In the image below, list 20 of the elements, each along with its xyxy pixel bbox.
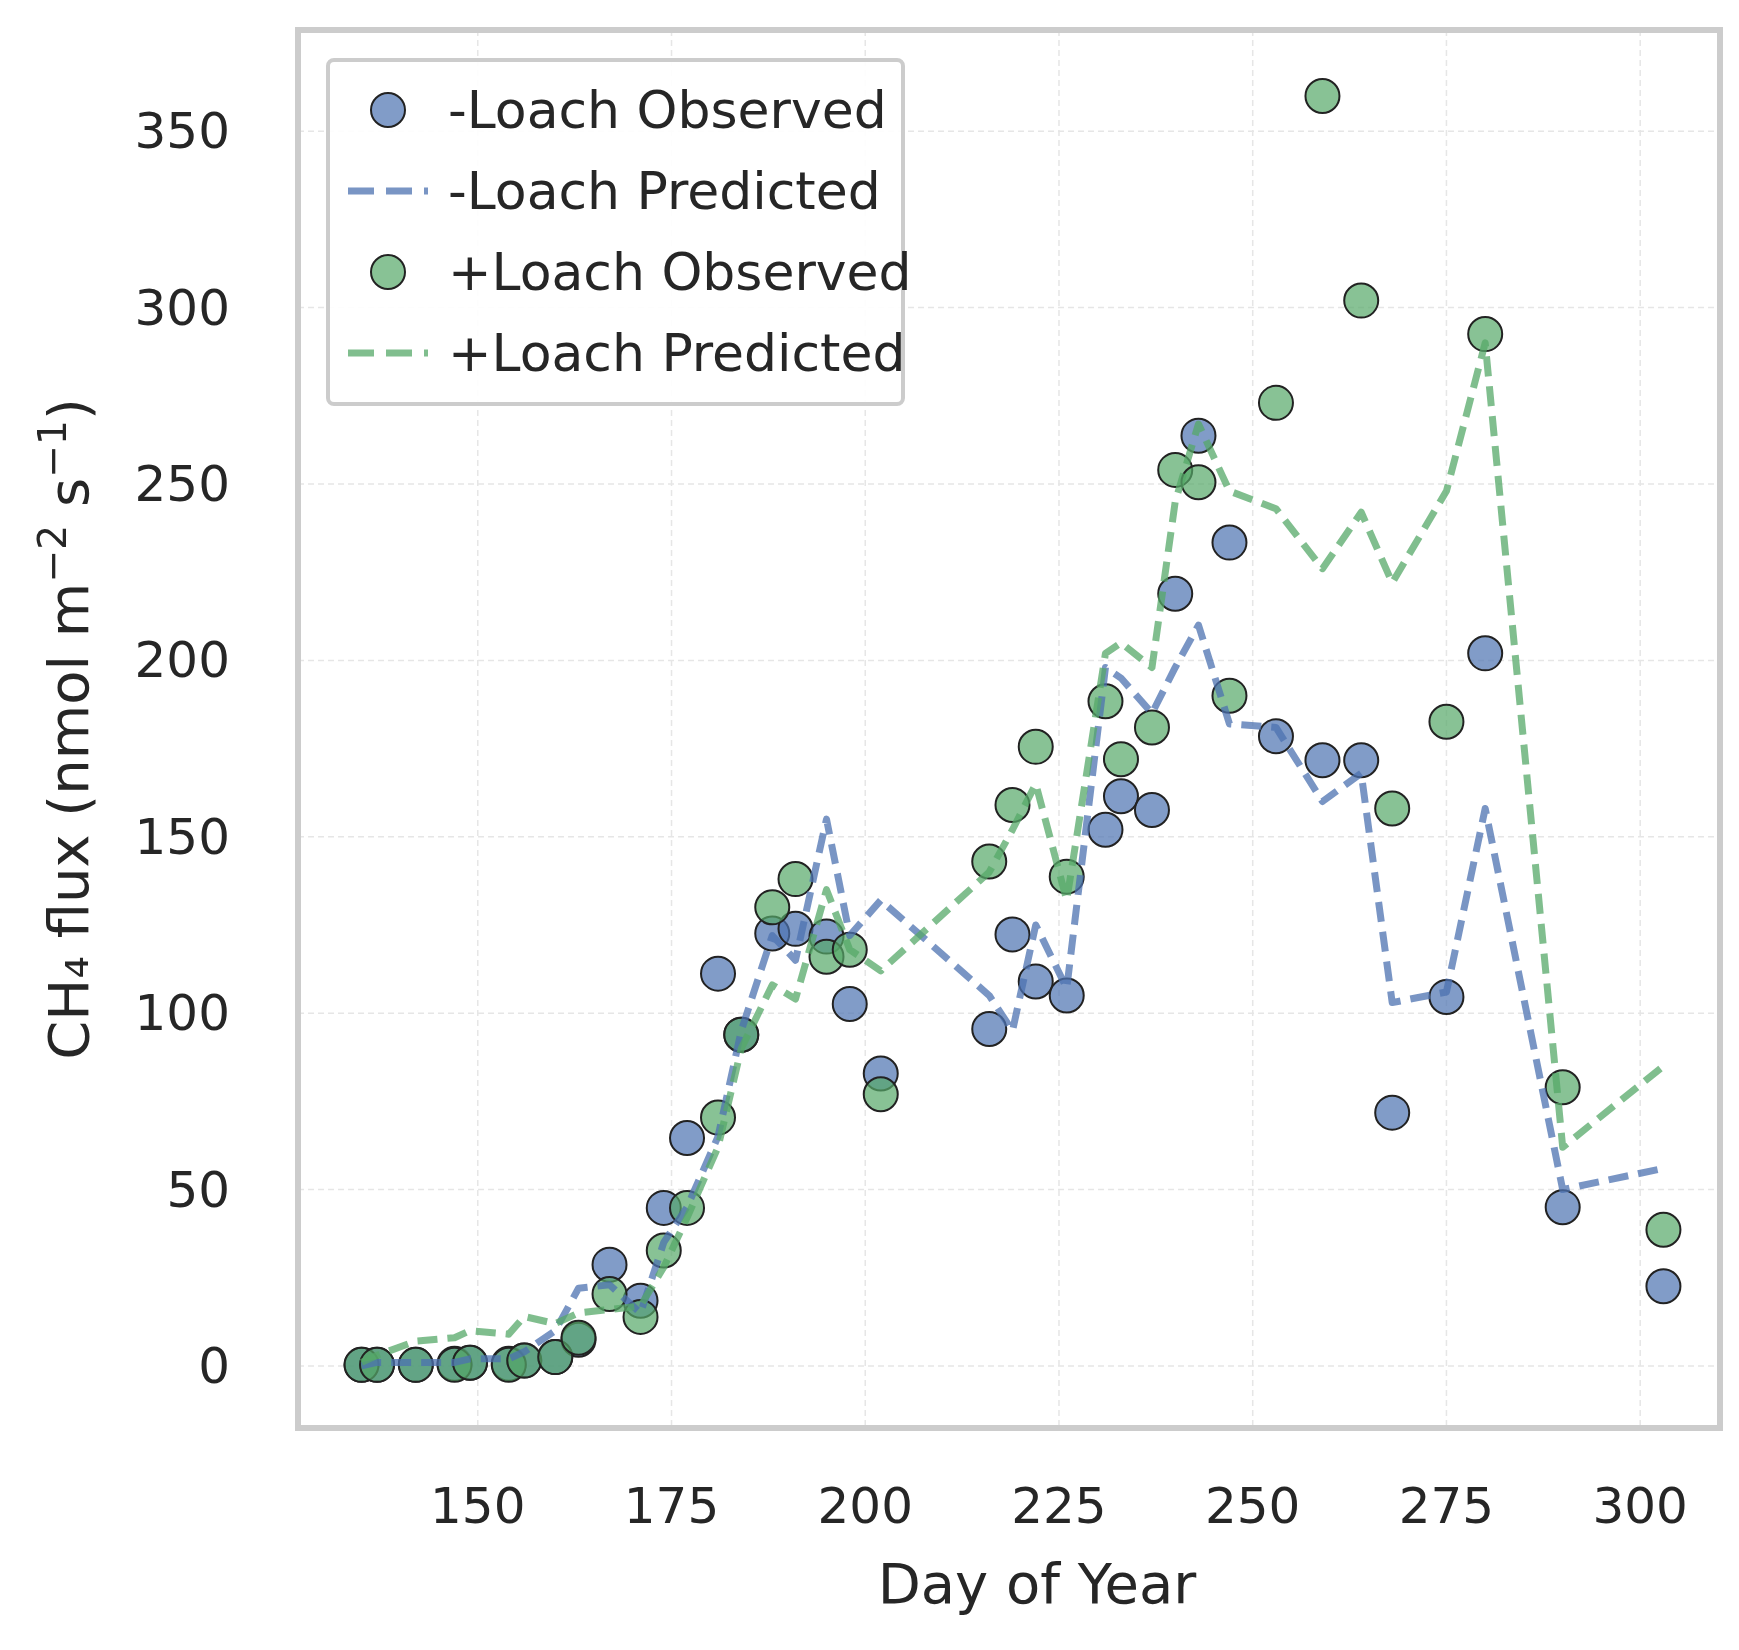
y-tick-label: 150 bbox=[134, 807, 230, 866]
legend-label: +Loach Observed bbox=[448, 242, 912, 302]
x-tick-label: 150 bbox=[430, 1477, 526, 1535]
y-tick-label: 100 bbox=[134, 984, 230, 1043]
x-tick-label: 275 bbox=[1398, 1477, 1495, 1535]
x-tick-label: 300 bbox=[1592, 1477, 1688, 1535]
x-tick-label: 175 bbox=[623, 1477, 720, 1535]
legend-label: -Loach Observed bbox=[448, 80, 887, 140]
x-tick-label: 250 bbox=[1205, 1477, 1301, 1535]
legend-label: +Loach Predicted bbox=[448, 323, 906, 383]
legend-label: -Loach Predicted bbox=[448, 161, 881, 221]
y-tick-label: 250 bbox=[134, 455, 230, 514]
y-tick-label: 0 bbox=[198, 1336, 230, 1395]
y-tick-label: 350 bbox=[134, 102, 230, 161]
y-tick-label: 300 bbox=[134, 278, 230, 337]
x-tick-label: 200 bbox=[817, 1477, 913, 1535]
y-tick-label: 200 bbox=[134, 631, 230, 690]
x-axis-title: Day of Year bbox=[877, 1551, 1198, 1616]
x-tick-label: 225 bbox=[1011, 1477, 1107, 1535]
y-tick-label: 50 bbox=[166, 1160, 230, 1219]
